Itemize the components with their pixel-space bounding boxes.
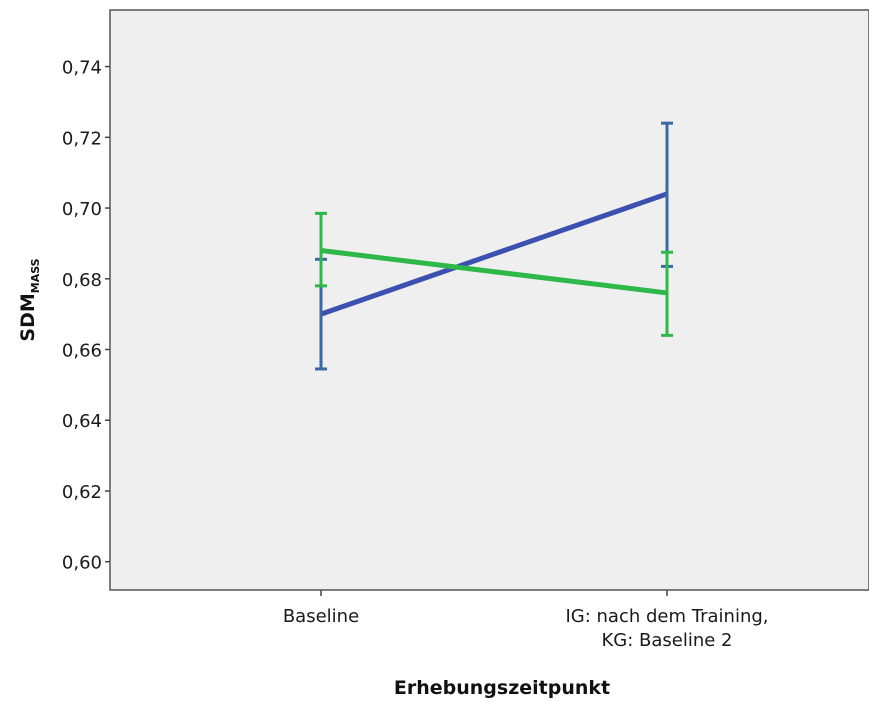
y-axis: 0,60 0,62 0,64 0,66 0,68 0,70 0,72 0,74 xyxy=(62,58,110,574)
y-tick-label: 0,70 xyxy=(62,199,102,220)
series-1-line xyxy=(320,191,668,317)
y-tick-label: 0,66 xyxy=(62,341,102,362)
x-axis: Baseline IG: nach dem Training, KG: Baseli… xyxy=(283,590,769,651)
plot-area xyxy=(109,9,869,591)
y-tick-label: 0,64 xyxy=(62,411,102,432)
y-tick-label: 0,74 xyxy=(62,58,102,79)
x-axis-title: Erhebungszeitpunkt xyxy=(394,677,610,699)
x-tick-label: KG: Baseline 2 xyxy=(601,630,732,651)
y-axis-title-subscript: MASS xyxy=(29,258,42,293)
errorbar-layer xyxy=(315,121,673,371)
y-axis-title-main: SDM xyxy=(17,293,39,341)
y-tick-label: 0,72 xyxy=(62,128,102,149)
series-2-errorbar xyxy=(661,250,673,337)
x-tick-label: Baseline xyxy=(283,606,359,627)
x-tick-label: IG: nach dem Training, xyxy=(565,606,768,627)
series-2-errorbar xyxy=(315,211,327,288)
series-layer xyxy=(320,191,668,317)
series-2-line xyxy=(320,248,668,296)
y-tick-label: 0,62 xyxy=(62,482,102,503)
y-axis-title: SDMMASS xyxy=(17,258,42,341)
y-tick-label: 0,60 xyxy=(62,553,102,574)
y-tick-label: 0,68 xyxy=(62,270,102,291)
